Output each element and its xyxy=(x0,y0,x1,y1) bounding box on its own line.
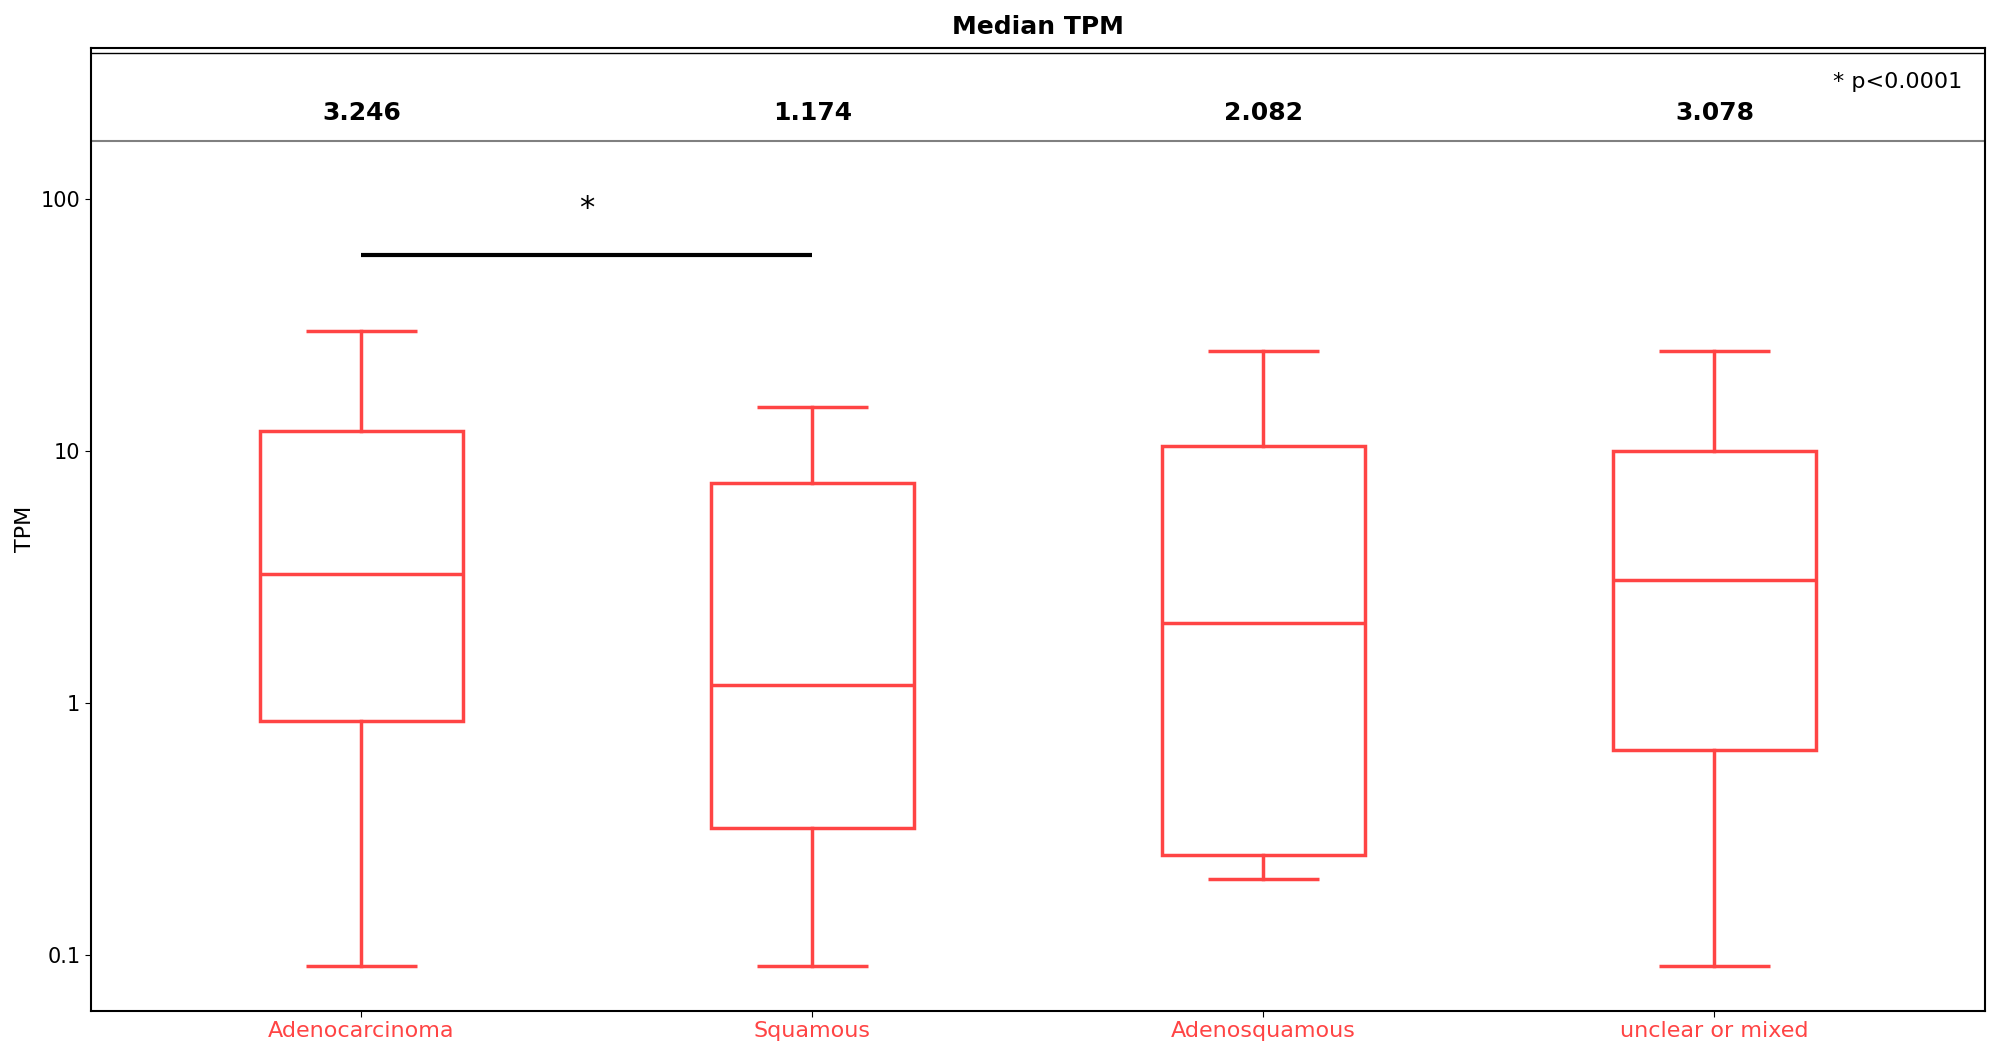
Text: 3.246: 3.246 xyxy=(322,101,400,126)
FancyBboxPatch shape xyxy=(710,483,914,828)
Title: Median TPM: Median TPM xyxy=(952,15,1124,39)
Text: * p<0.0001: * p<0.0001 xyxy=(1834,72,1962,92)
Text: 3.078: 3.078 xyxy=(1674,101,1754,126)
FancyBboxPatch shape xyxy=(1162,446,1364,854)
Text: *: * xyxy=(580,193,594,223)
Y-axis label: TPM: TPM xyxy=(14,506,34,552)
FancyBboxPatch shape xyxy=(1612,451,1816,750)
Text: 1.174: 1.174 xyxy=(772,101,852,126)
FancyBboxPatch shape xyxy=(260,431,462,721)
Text: 2.082: 2.082 xyxy=(1224,101,1302,126)
